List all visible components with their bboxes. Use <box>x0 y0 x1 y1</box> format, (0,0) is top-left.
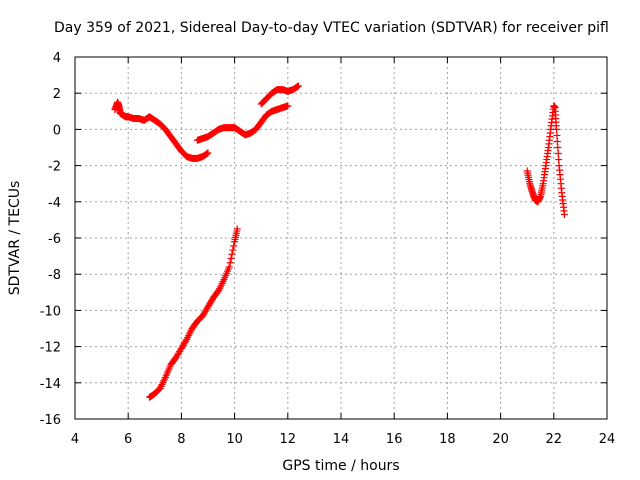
y-tick-label: -8 <box>48 268 61 283</box>
data-point <box>203 150 211 158</box>
data-point <box>284 102 292 110</box>
x-tick-label: 20 <box>492 432 509 447</box>
x-tick-label: 14 <box>333 432 350 447</box>
x-tick-label: 4 <box>71 432 79 447</box>
y-tick-label: -12 <box>40 341 61 356</box>
data-point <box>230 242 238 250</box>
x-tick-label: 6 <box>124 432 132 447</box>
data-point <box>233 225 241 233</box>
y-tick-label: -4 <box>48 196 61 211</box>
x-axis-label: GPS time / hours <box>282 458 399 474</box>
x-tick-label: 16 <box>386 432 403 447</box>
y-tick-label: -6 <box>48 232 61 247</box>
data-point <box>204 149 212 157</box>
y-tick-label: 4 <box>53 51 61 66</box>
x-tick-label: 10 <box>226 432 243 447</box>
y-tick-label: 2 <box>53 87 61 102</box>
chart-title: Day 359 of 2021, Sidereal Day-to-day VTE… <box>54 20 609 36</box>
x-tick-label: 24 <box>599 432 616 447</box>
data-point <box>554 144 562 151</box>
x-tick-label: 18 <box>439 432 456 447</box>
data-point <box>227 255 235 263</box>
data-point <box>228 250 236 258</box>
data-point <box>560 210 568 218</box>
y-axis-label: SDTVAR / TECUs <box>7 181 23 296</box>
data-point <box>294 83 302 91</box>
x-tick-label: 8 <box>177 432 185 447</box>
y-tick-label: 0 <box>53 123 61 138</box>
y-tick-label: -10 <box>40 304 61 319</box>
data-point <box>552 125 560 133</box>
data-point <box>226 259 234 267</box>
y-tick-label: -16 <box>40 413 61 428</box>
data-point <box>555 156 563 164</box>
series-points <box>111 82 568 401</box>
y-tick-label: -14 <box>40 377 61 392</box>
data-point <box>553 137 561 145</box>
grid <box>75 57 607 419</box>
x-tick-label: 12 <box>280 432 297 447</box>
data-point <box>294 82 302 90</box>
data-point <box>553 131 561 139</box>
y-axis: -16 -14 -12 -10 -8 -6 -4 -2 0 2 4 <box>40 51 607 428</box>
data-point <box>225 263 233 271</box>
x-tick-label: 22 <box>546 432 563 447</box>
data-point <box>554 150 562 158</box>
y-tick-label: -2 <box>48 160 61 175</box>
data-point <box>229 246 237 254</box>
x-axis: 4 6 8 10 12 14 16 18 20 22 24 <box>71 57 615 447</box>
